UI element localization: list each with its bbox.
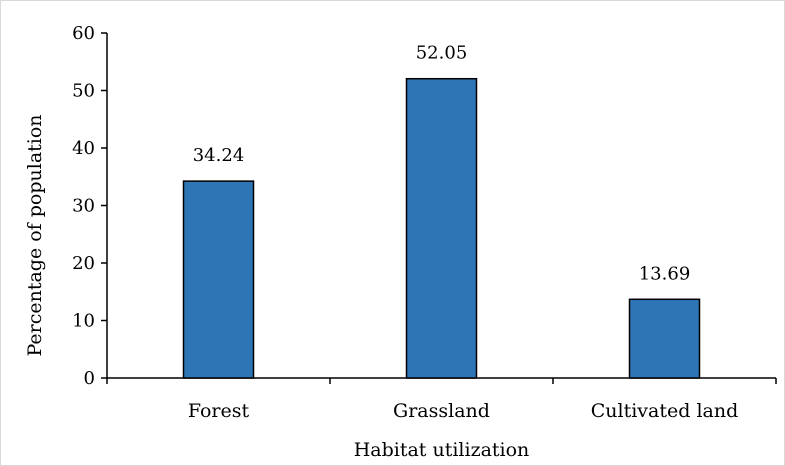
y-tick-label: 60 bbox=[72, 23, 95, 44]
bar-forest bbox=[182, 180, 255, 379]
y-tick-label: 20 bbox=[72, 253, 95, 274]
bars bbox=[182, 77, 701, 379]
data-labels: 34.24 52.05 13.69 bbox=[193, 43, 691, 285]
x-category-label: Grassland bbox=[393, 400, 490, 422]
data-label: 13.69 bbox=[639, 263, 691, 284]
data-label: 34.24 bbox=[193, 145, 245, 166]
y-axis: 0 10 20 30 40 50 60 bbox=[72, 23, 108, 389]
y-tick-label: 30 bbox=[72, 196, 95, 217]
data-label: 52.05 bbox=[416, 43, 468, 64]
x-axis-title: Habitat utilization bbox=[354, 439, 530, 461]
bar-cultivated-land bbox=[628, 298, 701, 379]
y-tick-label: 0 bbox=[84, 368, 95, 389]
y-tick-label: 50 bbox=[72, 81, 95, 102]
y-tick-label: 10 bbox=[72, 311, 95, 332]
bar-grassland bbox=[405, 77, 478, 379]
x-category-label: Cultivated land bbox=[591, 400, 739, 422]
x-category-label: Forest bbox=[188, 400, 250, 422]
y-tick-label: 40 bbox=[72, 138, 95, 159]
y-axis-title: Percentage of population bbox=[24, 114, 46, 356]
x-axis: Forest Grassland Cultivated land bbox=[106, 377, 777, 422]
